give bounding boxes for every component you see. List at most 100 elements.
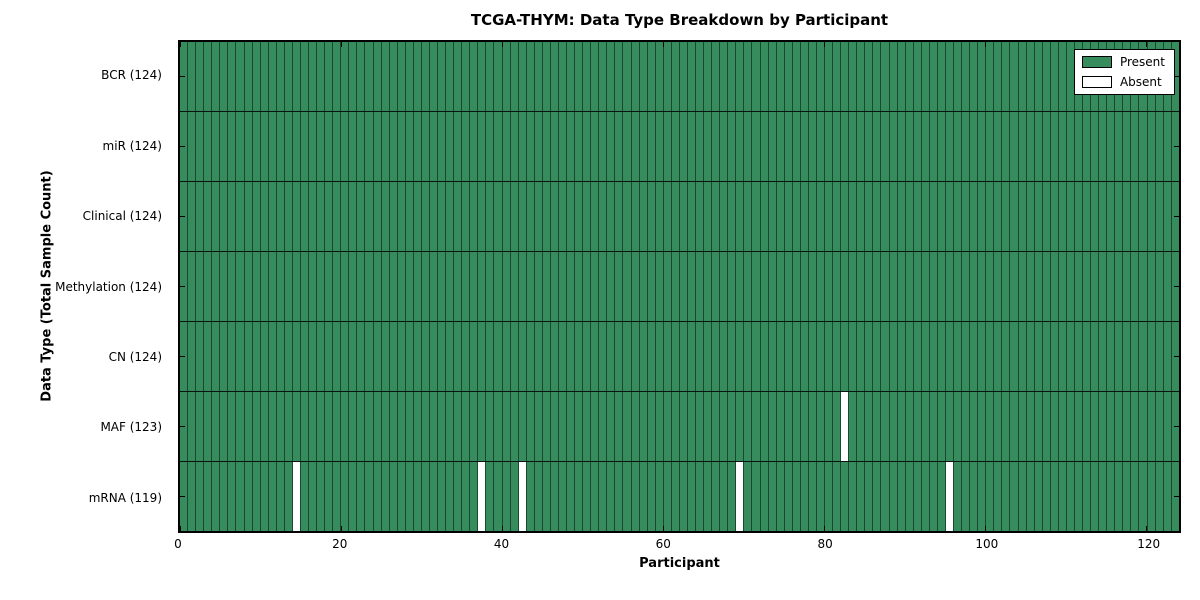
present-cell bbox=[671, 182, 680, 251]
present-cell bbox=[792, 462, 801, 531]
present-cell bbox=[1058, 42, 1067, 111]
present-cell bbox=[1002, 112, 1011, 181]
present-cell bbox=[550, 252, 559, 321]
present-cell bbox=[615, 252, 624, 321]
present-cell bbox=[317, 182, 326, 251]
present-cell bbox=[236, 392, 245, 461]
present-cell bbox=[792, 112, 801, 181]
present-cell bbox=[978, 322, 987, 391]
present-cell bbox=[1042, 112, 1051, 181]
present-cell bbox=[865, 252, 874, 321]
present-cell bbox=[841, 252, 850, 321]
present-cell bbox=[929, 322, 938, 391]
present-cell bbox=[994, 252, 1003, 321]
present-cell bbox=[446, 112, 455, 181]
present-cell bbox=[438, 182, 447, 251]
present-cell bbox=[744, 322, 753, 391]
present-cell bbox=[1002, 182, 1011, 251]
present-cell bbox=[567, 112, 576, 181]
present-cell bbox=[236, 182, 245, 251]
present-cell bbox=[873, 112, 882, 181]
present-cell bbox=[502, 252, 511, 321]
present-cell bbox=[212, 112, 221, 181]
present-cell bbox=[325, 42, 334, 111]
present-cell bbox=[575, 182, 584, 251]
present-cell bbox=[204, 42, 213, 111]
present-cell bbox=[679, 182, 688, 251]
present-cell bbox=[921, 462, 930, 531]
present-cell bbox=[825, 112, 834, 181]
present-cell bbox=[300, 392, 309, 461]
present-cell bbox=[1034, 252, 1043, 321]
present-cell bbox=[970, 112, 979, 181]
present-cell bbox=[1018, 462, 1027, 531]
present-cell bbox=[808, 182, 817, 251]
present-cell bbox=[760, 462, 769, 531]
x-tick-mark bbox=[824, 42, 826, 47]
present-cell bbox=[663, 392, 672, 461]
present-cell bbox=[502, 322, 511, 391]
present-cell bbox=[962, 392, 971, 461]
present-cell bbox=[615, 182, 624, 251]
present-cell bbox=[986, 462, 995, 531]
present-cell bbox=[373, 112, 382, 181]
present-cell bbox=[1026, 42, 1035, 111]
present-cell bbox=[833, 182, 842, 251]
y-tick-mark bbox=[180, 355, 185, 357]
present-cell bbox=[300, 462, 309, 531]
present-cell bbox=[865, 392, 874, 461]
present-cell bbox=[913, 252, 922, 321]
present-cell bbox=[752, 462, 761, 531]
present-cell bbox=[438, 322, 447, 391]
present-cell bbox=[1058, 112, 1067, 181]
present-cell bbox=[768, 252, 777, 321]
present-cell bbox=[196, 322, 205, 391]
present-cell bbox=[325, 392, 334, 461]
x-tick-label: 0 bbox=[174, 537, 182, 551]
y-tick-label-methylation: Methylation (124) bbox=[55, 279, 162, 294]
x-tick-mark bbox=[179, 42, 181, 47]
present-cell bbox=[333, 252, 342, 321]
present-cell bbox=[712, 42, 721, 111]
present-cell bbox=[712, 112, 721, 181]
present-cell bbox=[1026, 462, 1035, 531]
present-cell bbox=[405, 462, 414, 531]
present-cell bbox=[421, 112, 430, 181]
present-cell bbox=[792, 392, 801, 461]
present-cell bbox=[905, 182, 914, 251]
absent-cell bbox=[945, 462, 954, 531]
present-cell bbox=[623, 322, 632, 391]
present-cell bbox=[526, 112, 535, 181]
x-tick-mark bbox=[501, 42, 503, 47]
present-cell bbox=[671, 112, 680, 181]
present-cell bbox=[236, 112, 245, 181]
present-cell bbox=[671, 392, 680, 461]
present-cell bbox=[1107, 182, 1116, 251]
present-cell bbox=[937, 322, 946, 391]
present-cell bbox=[276, 42, 285, 111]
y-tick-mark bbox=[180, 146, 185, 148]
present-cell bbox=[462, 392, 471, 461]
present-cell bbox=[1115, 322, 1124, 391]
present-cell bbox=[897, 252, 906, 321]
present-cell bbox=[647, 42, 656, 111]
present-cell bbox=[1034, 112, 1043, 181]
x-tick-mark bbox=[985, 526, 987, 531]
present-cell bbox=[349, 252, 358, 321]
present-cell bbox=[776, 112, 785, 181]
present-cell bbox=[889, 42, 898, 111]
present-cell bbox=[800, 112, 809, 181]
present-cell bbox=[607, 42, 616, 111]
present-cell bbox=[252, 182, 261, 251]
present-cell bbox=[276, 112, 285, 181]
present-cell bbox=[816, 252, 825, 321]
present-cell bbox=[526, 392, 535, 461]
data-type-row-clinical bbox=[180, 182, 1179, 252]
present-cell bbox=[567, 252, 576, 321]
present-cell bbox=[228, 112, 237, 181]
present-cell bbox=[236, 462, 245, 531]
present-cell bbox=[1034, 322, 1043, 391]
present-cell bbox=[542, 182, 551, 251]
present-cell bbox=[429, 322, 438, 391]
